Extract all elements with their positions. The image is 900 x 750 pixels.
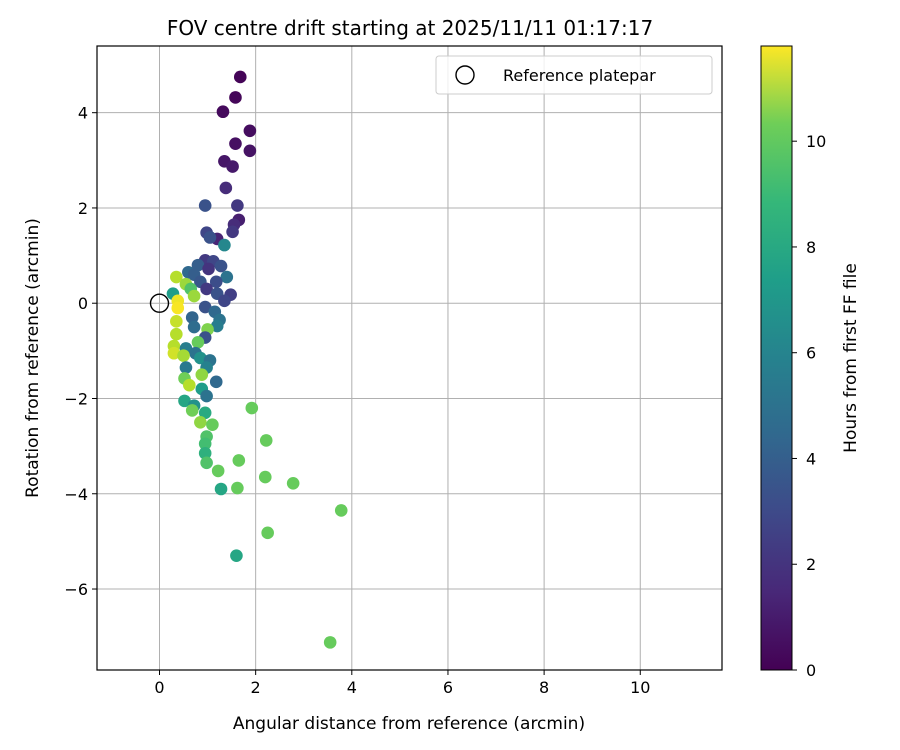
data-point — [198, 446, 212, 460]
data-point — [167, 346, 181, 360]
data-point — [229, 137, 242, 150]
data-point — [214, 259, 228, 273]
colorbar: 0 2 4 6 8 10 Hours from first FF file — [760, 45, 861, 680]
data-point — [200, 456, 213, 470]
data-point — [209, 375, 223, 389]
x-tick-label: 4 — [347, 678, 357, 697]
data-point — [200, 389, 213, 403]
data-point — [211, 464, 225, 478]
y-tick-label: −4 — [64, 485, 88, 504]
plot-frame — [96, 45, 723, 671]
legend-marker-reference — [455, 65, 475, 85]
y-axis-ticks: 4 2 0 −2 −4 −6 — [64, 104, 97, 599]
colorbar-tick-label: 0 — [806, 661, 816, 680]
data-point — [243, 124, 257, 138]
data-point — [261, 526, 274, 540]
colorbar-tick-label: 6 — [806, 344, 816, 363]
colorbar-gradient — [760, 45, 793, 671]
colorbar-tick-label: 4 — [806, 449, 816, 468]
data-point — [231, 199, 244, 212]
x-tick-label: 0 — [154, 678, 164, 697]
data-point — [171, 301, 185, 315]
data-point — [179, 361, 193, 374]
y-axis-label: Rotation from reference (arcmin) — [23, 218, 43, 498]
data-point — [198, 437, 212, 451]
legend: Reference platepar — [435, 55, 713, 95]
data-point — [170, 327, 183, 341]
colorbar-tick-label: 10 — [806, 132, 826, 151]
data-point — [218, 238, 231, 252]
data-point — [170, 315, 183, 328]
data-point — [185, 311, 199, 324]
legend-box — [435, 55, 713, 95]
data-point — [226, 225, 239, 239]
y-tick-label: −6 — [64, 580, 88, 599]
data-point — [191, 258, 205, 272]
data-point — [194, 351, 207, 365]
data-point — [259, 434, 273, 447]
data-point — [245, 401, 259, 415]
data-point — [185, 404, 199, 417]
data-point — [198, 406, 212, 420]
legend-label-reference: Reference platepar — [503, 66, 656, 85]
data-point — [209, 275, 223, 289]
data-point — [286, 476, 300, 490]
data-point — [210, 319, 224, 333]
data-point — [231, 481, 244, 495]
y-tick-label: −2 — [64, 389, 88, 408]
data-point — [206, 418, 219, 431]
data-point — [232, 454, 246, 467]
data-point — [230, 549, 243, 562]
data-point — [198, 199, 212, 212]
data-point — [233, 70, 247, 84]
data-point — [214, 482, 228, 496]
data-point — [202, 262, 215, 276]
data-point — [200, 282, 213, 296]
y-tick-label: 4 — [78, 104, 88, 123]
data-point — [216, 105, 230, 119]
data-point — [218, 294, 231, 308]
data-point — [187, 320, 201, 334]
data-point — [220, 270, 234, 284]
colorbar-ticks: 0 2 4 6 8 10 — [792, 132, 826, 680]
data-point — [243, 144, 257, 158]
data-point — [203, 231, 217, 244]
grid-lines — [97, 46, 722, 670]
scatter-points — [149, 70, 348, 649]
x-tick-label: 2 — [251, 678, 261, 697]
data-point — [198, 300, 212, 314]
data-point — [194, 416, 207, 429]
x-tick-label: 10 — [630, 678, 650, 697]
x-axis-ticks: 0 2 4 6 8 10 — [154, 670, 650, 697]
data-point — [258, 470, 272, 484]
x-axis-label: Angular distance from reference (arcmin) — [233, 714, 585, 734]
data-point — [183, 378, 196, 392]
data-point — [229, 91, 242, 104]
data-point — [323, 636, 337, 649]
data-point — [178, 394, 191, 408]
colorbar-label: Hours from first FF file — [841, 263, 861, 453]
colorbar-tick-label: 8 — [806, 238, 816, 257]
data-point — [191, 335, 205, 349]
x-tick-label: 8 — [539, 678, 549, 697]
data-point — [170, 270, 183, 284]
colorbar-tick-label: 2 — [806, 555, 816, 574]
data-point — [195, 368, 209, 381]
data-point — [334, 504, 348, 517]
data-point — [177, 349, 190, 362]
reference-platepar-marker — [149, 293, 170, 313]
x-tick-label: 6 — [443, 678, 453, 697]
y-tick-label: 0 — [78, 294, 88, 313]
data-point — [226, 160, 239, 173]
chart-title: FOV centre drift starting at 2025/11/11 … — [167, 16, 653, 40]
y-tick-label: 2 — [78, 199, 88, 218]
data-point — [219, 181, 233, 195]
data-point — [187, 289, 201, 303]
